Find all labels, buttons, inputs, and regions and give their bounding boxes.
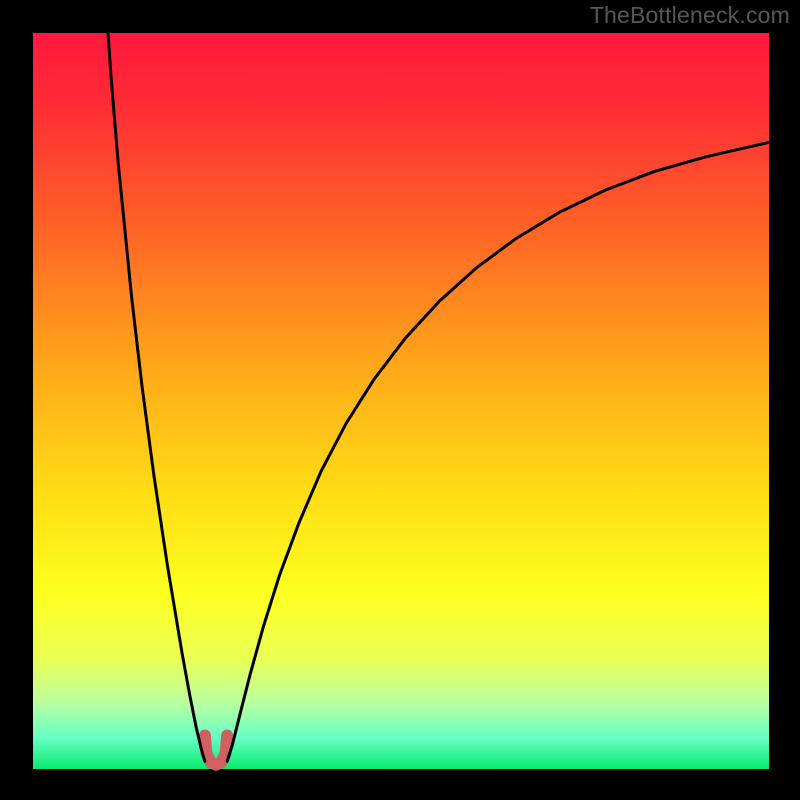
- bottleneck-chart: [31, 31, 771, 771]
- figure-root: TheBottleneck.com: [0, 0, 800, 800]
- chart-background: [31, 31, 771, 771]
- watermark-text: TheBottleneck.com: [590, 2, 790, 29]
- chart-svg: [31, 31, 771, 771]
